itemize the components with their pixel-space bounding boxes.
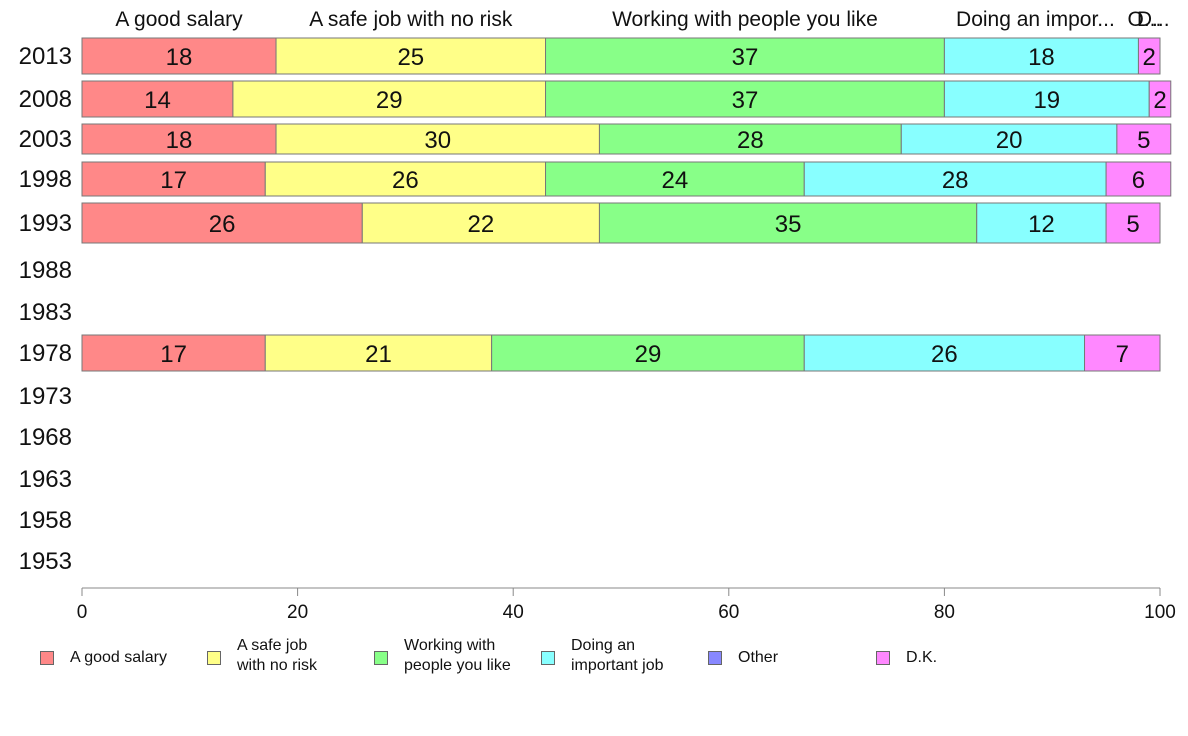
bar-value-label: 14 <box>144 87 171 114</box>
legend-item: D.K. <box>876 636 937 668</box>
year-label: 1968 <box>19 424 72 451</box>
bar-value-label: 29 <box>376 87 403 114</box>
bar-value-label: 37 <box>732 87 759 114</box>
legend-label: A good salary <box>70 649 167 666</box>
bar-value-label: 21 <box>365 341 392 368</box>
bar-segment <box>900 123 1118 155</box>
legend-label: Working with people you like <box>404 637 511 674</box>
column-header-label: A safe job with no risk <box>309 8 513 31</box>
legend-swatch <box>40 651 54 665</box>
bar-value-label: 19 <box>1033 87 1060 114</box>
year-label: 1963 <box>19 466 72 493</box>
bar-segment <box>943 80 1150 118</box>
bar-value-label: 20 <box>996 127 1023 154</box>
bar-value-label: 22 <box>468 211 495 238</box>
legend-item: Working with people you like <box>374 636 511 676</box>
legend-item: A good salary <box>40 636 167 668</box>
bar-value-label: 12 <box>1028 211 1055 238</box>
column-header-label: D... <box>1137 8 1170 31</box>
legend-swatch <box>708 651 722 665</box>
year-label: 1998 <box>19 166 72 193</box>
column-header-label: Working with people you like <box>612 8 878 31</box>
bar-value-label: 5 <box>1137 127 1150 154</box>
bar-segment <box>1084 334 1161 372</box>
bar-value-label: 35 <box>775 211 802 238</box>
legend-swatch <box>876 651 890 665</box>
bar-value-label: 26 <box>392 167 419 194</box>
bar-value-label: 7 <box>1116 341 1129 368</box>
legend-label: Doing an important job <box>571 637 664 674</box>
bar-value-label: 2 <box>1153 87 1166 114</box>
stacked-bar-chart: 2013200820031998199319881983197819731968… <box>19 8 1176 623</box>
bar-value-label: 2 <box>1143 44 1156 71</box>
bar-segment <box>275 123 600 155</box>
legend-swatch <box>207 651 221 665</box>
bar-segment <box>545 80 945 118</box>
bar-segment <box>803 161 1107 197</box>
year-label: 1993 <box>19 210 72 237</box>
bar-segment <box>81 80 234 118</box>
bar-value-label: 6 <box>1132 167 1145 194</box>
bar-segment <box>491 334 805 372</box>
year-label: 2008 <box>19 86 72 113</box>
bar-segment <box>1116 123 1172 155</box>
bar-segment <box>81 334 266 372</box>
bar-value-label: 37 <box>732 44 759 71</box>
x-tick-label: 40 <box>503 602 524 623</box>
bar-value-label: 26 <box>931 341 958 368</box>
bar-value-label: 26 <box>209 211 236 238</box>
column-header-label: Doing an impor... <box>956 8 1115 31</box>
bar-segment <box>598 202 978 244</box>
x-tick-label: 80 <box>934 602 955 623</box>
bar-value-label: 30 <box>424 127 451 154</box>
column-header-label: O... <box>1128 8 1162 31</box>
column-header-label: A good salary <box>115 8 243 31</box>
legend: A good salary A safe job with no risk Work… <box>0 636 1188 696</box>
bar-segment <box>1105 202 1161 244</box>
bar-value-label: 25 <box>397 44 424 71</box>
bar-segment <box>232 80 547 118</box>
x-tick-label: 100 <box>1144 602 1176 623</box>
year-label: 1978 <box>19 340 72 367</box>
bar-segment <box>1137 37 1161 75</box>
bar-segment <box>803 334 1086 372</box>
bar-value-label: 28 <box>942 167 969 194</box>
bar-value-label: 18 <box>1028 44 1055 71</box>
x-tick-label: 60 <box>718 602 739 623</box>
bar-value-label: 17 <box>160 341 187 368</box>
bar-segment <box>81 161 266 197</box>
bar-segment <box>81 123 277 155</box>
bar-value-label: 5 <box>1126 211 1139 238</box>
bar-segment <box>545 37 945 75</box>
x-tick-label: 20 <box>287 602 308 623</box>
bar-value-label: 29 <box>635 341 662 368</box>
bar-value-label: 18 <box>166 127 193 154</box>
bar-segment <box>598 123 902 155</box>
bar-value-label: 17 <box>160 167 187 194</box>
legend-item: Doing an important job <box>541 636 664 676</box>
bar-segment <box>1148 80 1172 118</box>
bar-segment <box>275 37 547 75</box>
legend-swatch <box>374 651 388 665</box>
bar-value-label: 18 <box>166 44 193 71</box>
year-label: 2013 <box>19 43 72 70</box>
legend-label: Other <box>738 649 779 666</box>
legend-label: D.K. <box>906 649 938 666</box>
year-label: 1953 <box>19 548 72 575</box>
bar-value-label: 28 <box>737 127 764 154</box>
bar-segment <box>81 37 277 75</box>
legend-item: Other <box>708 636 778 668</box>
year-label: 1973 <box>19 383 72 410</box>
year-label: 1958 <box>19 507 72 534</box>
legend-swatch <box>541 651 555 665</box>
x-tick-label: 0 <box>77 602 88 623</box>
year-label: 1983 <box>19 299 72 326</box>
year-label: 1988 <box>19 257 72 284</box>
bar-value-label: 24 <box>662 167 689 194</box>
legend-item: A safe job with no risk <box>207 636 317 676</box>
legend-label: A safe job with no risk <box>237 637 318 674</box>
year-label: 2003 <box>19 126 72 153</box>
bar-segment <box>1105 161 1172 197</box>
